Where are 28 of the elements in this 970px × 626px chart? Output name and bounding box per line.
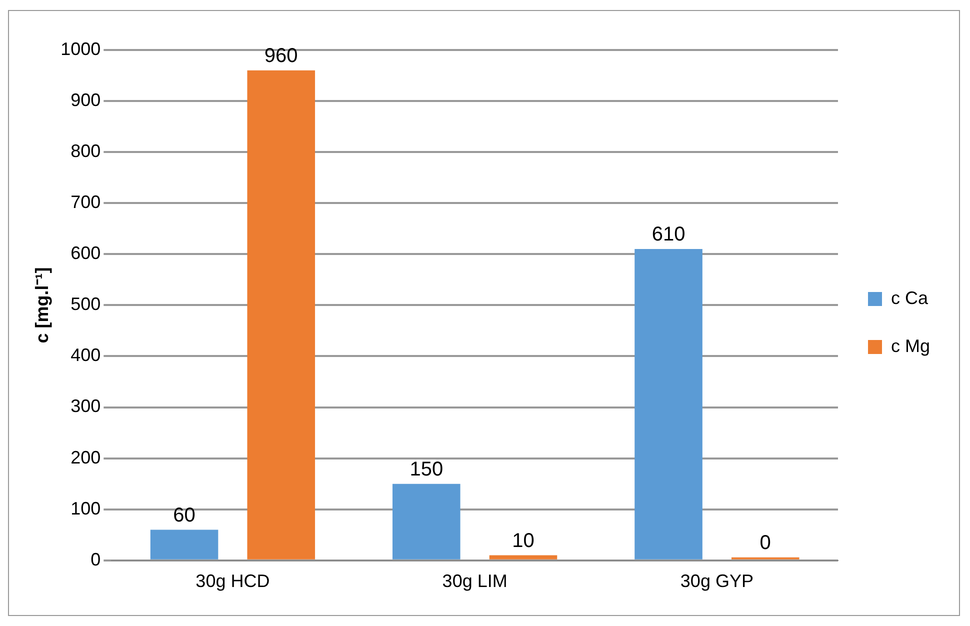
- data-label: 150: [410, 458, 444, 480]
- bar: [247, 70, 316, 560]
- x-tick-label: 30g GYP: [680, 571, 754, 592]
- y-tick-label: 600: [70, 243, 101, 264]
- y-tick-label: 300: [70, 396, 101, 416]
- data-label: 0: [760, 532, 771, 554]
- y-tick-label: 900: [70, 90, 101, 110]
- x-tick-label: 30g HCD: [196, 571, 270, 592]
- legend-label: c Mg: [890, 336, 930, 356]
- data-label: 60: [173, 504, 196, 526]
- data-label: 610: [652, 224, 686, 246]
- bar: [392, 484, 460, 560]
- data-label: 10: [512, 530, 534, 552]
- y-tick-label: 0: [90, 549, 101, 570]
- legend-label: c Ca: [890, 288, 929, 308]
- bar: [634, 249, 702, 560]
- y-tick-label: 800: [70, 141, 101, 162]
- bar: [150, 530, 218, 560]
- data-label: 960: [264, 44, 298, 67]
- y-axis-title: c [mg.l⁻¹]: [32, 267, 52, 344]
- bar: [489, 555, 558, 560]
- y-tick-label: 500: [70, 294, 101, 314]
- x-tick-label: 30g LIM: [442, 571, 508, 592]
- y-tick-label: 100: [70, 498, 101, 518]
- y-tick-label: 1000: [60, 38, 101, 59]
- y-tick-label: 200: [70, 447, 101, 468]
- y-tick-label: 400: [70, 345, 101, 366]
- y-tick-label: 700: [70, 192, 101, 212]
